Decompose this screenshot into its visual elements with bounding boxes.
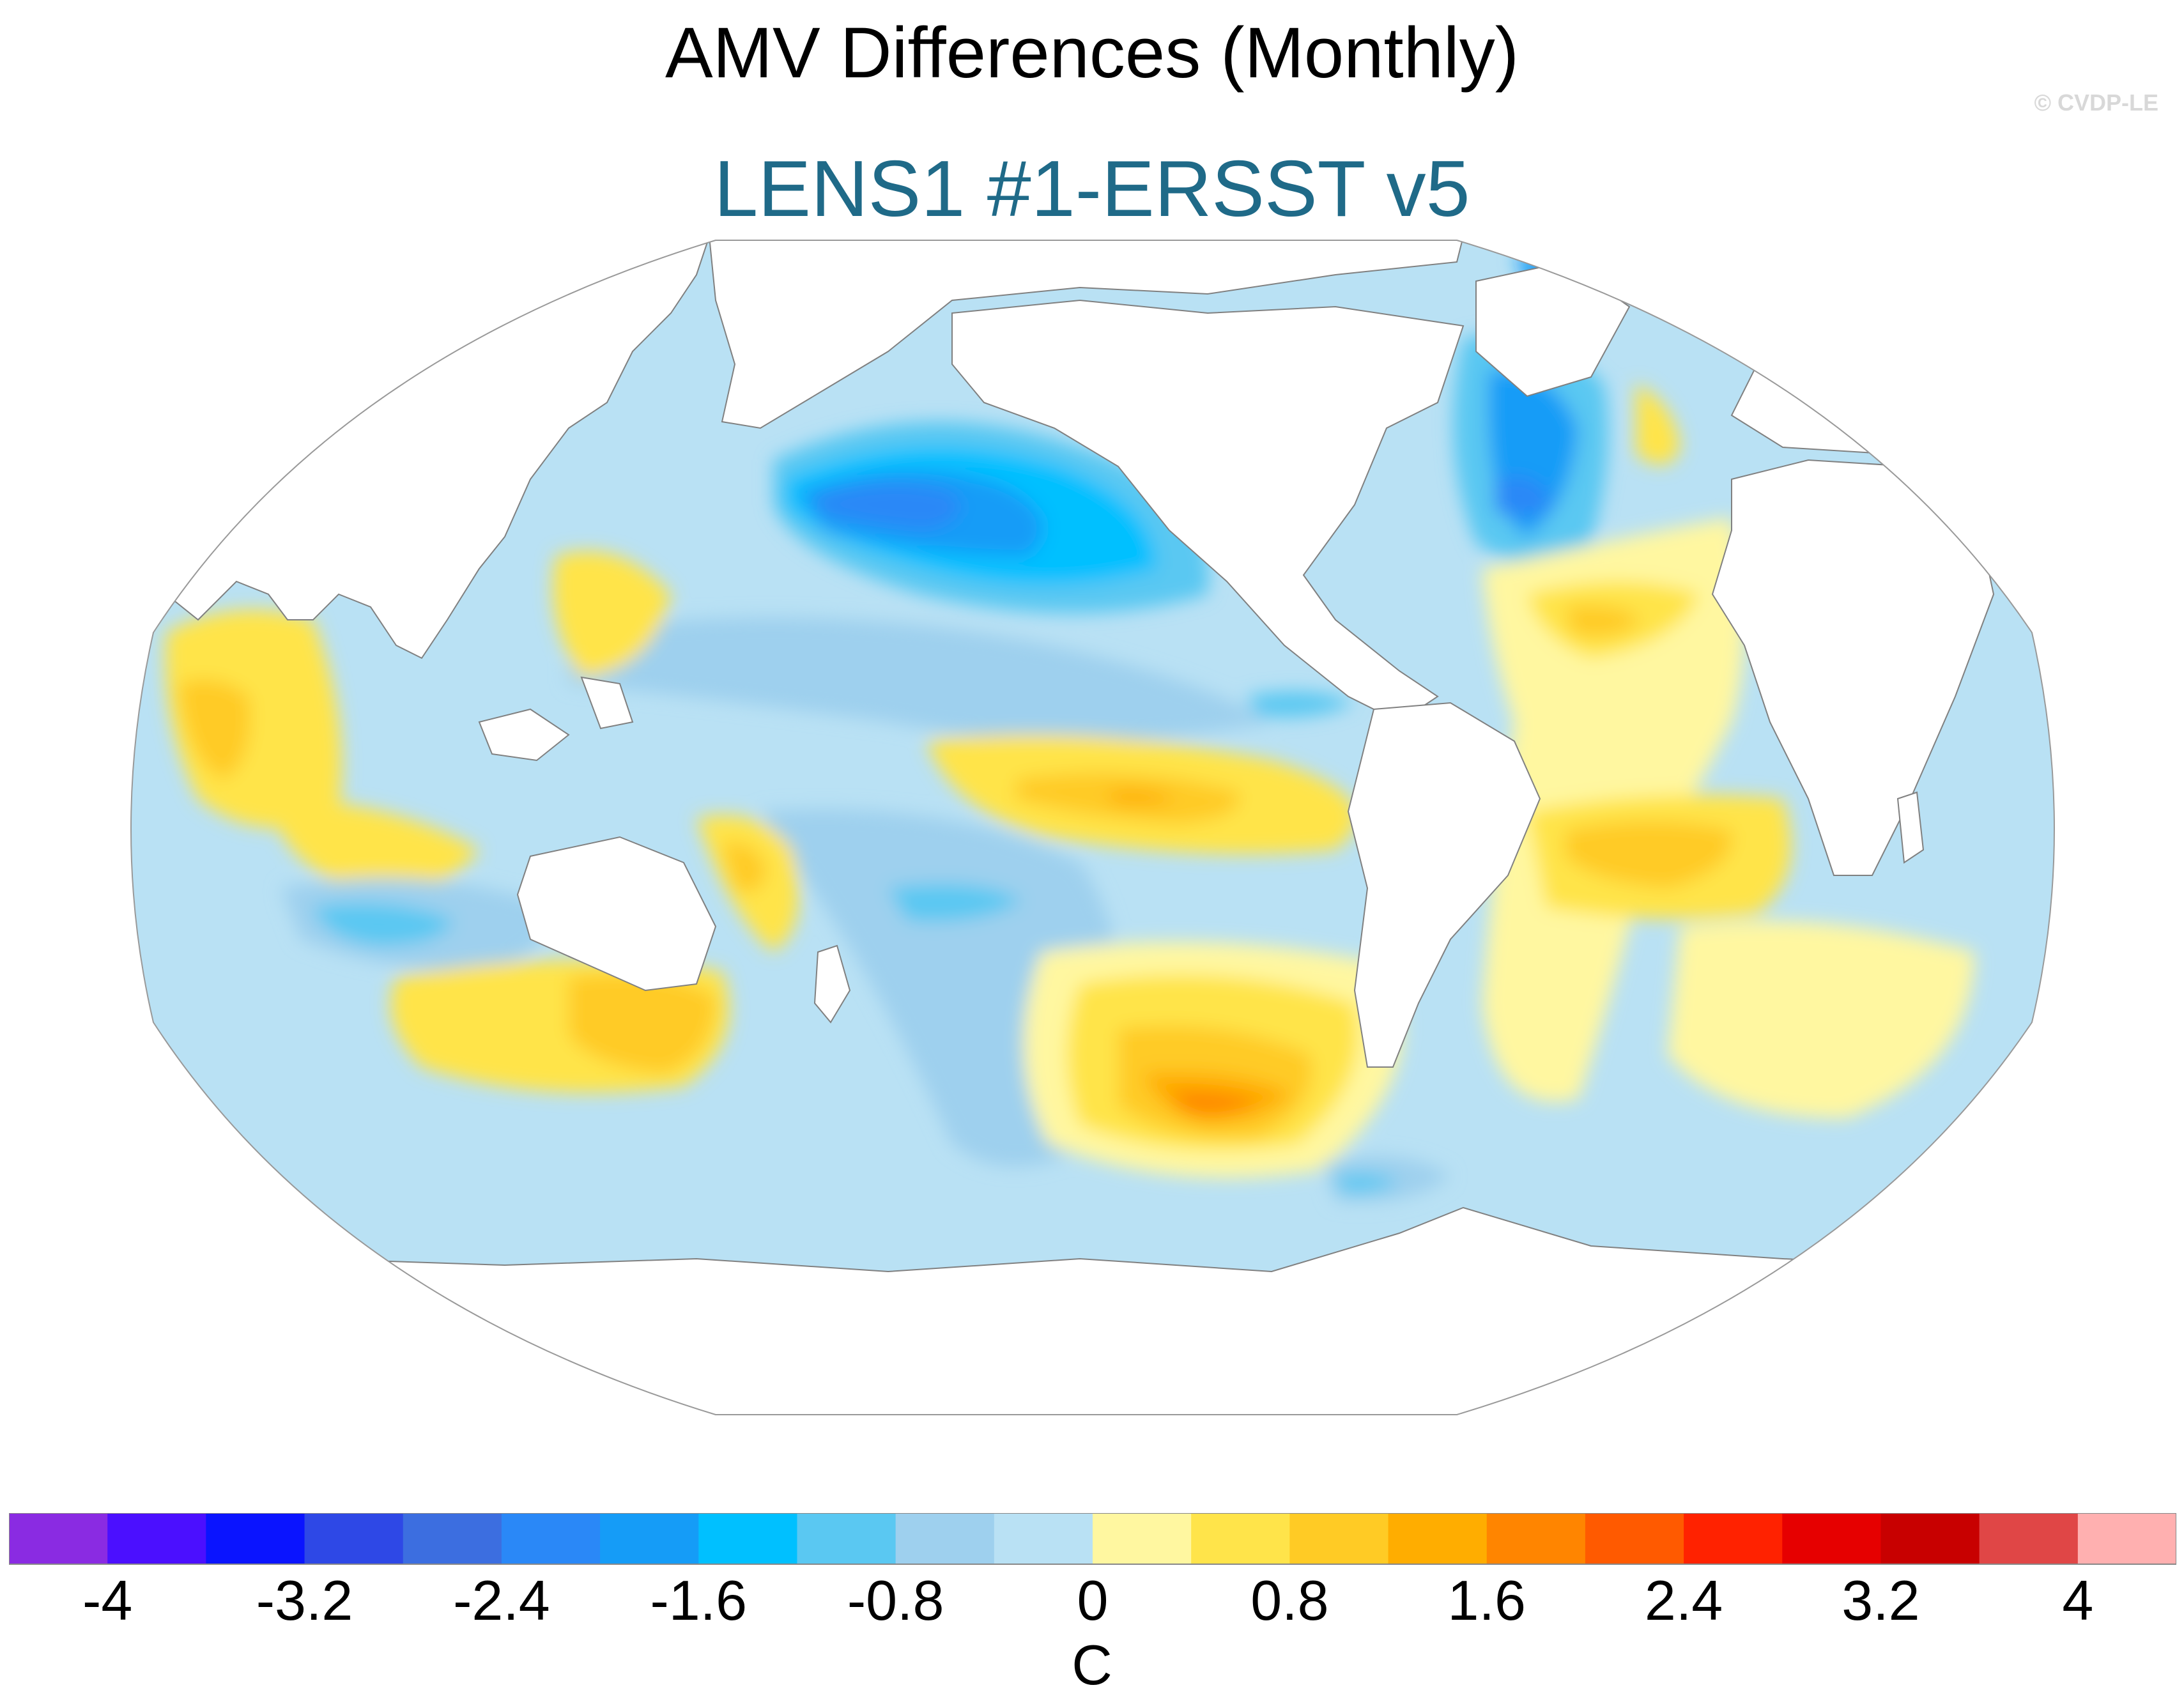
colorbar-swatch bbox=[206, 1513, 305, 1564]
colorbar-frame bbox=[9, 1513, 2176, 1565]
colorbar-unit-label: C bbox=[1072, 1633, 1112, 1696]
colorbar-swatch bbox=[600, 1513, 699, 1564]
indonesia-island bbox=[478, 708, 570, 762]
north-america-landmass bbox=[951, 299, 1465, 723]
colorbar-tick-label: 2.4 bbox=[1645, 1569, 1723, 1628]
colorbar-tick-label: -3.2 bbox=[256, 1569, 353, 1628]
colorbar-swatch bbox=[1585, 1513, 1684, 1564]
colorbar-tick-label: 1.6 bbox=[1448, 1569, 1526, 1628]
australia-landmass bbox=[516, 836, 717, 992]
arctic-landmass bbox=[708, 240, 1465, 429]
colorbar-swatch bbox=[304, 1513, 404, 1564]
colorbar: -4 -3.2 -2.4 -1.6 -0.8 0 0.8 1.6 2.4 3.2 4 bbox=[9, 1513, 2176, 1628]
colorbar-swatch bbox=[698, 1513, 798, 1564]
colorbar-swatch bbox=[9, 1513, 108, 1564]
colorbar-tick-label: -2.4 bbox=[453, 1569, 550, 1628]
land-masses bbox=[131, 240, 2054, 1415]
colorbar-tick-label: 4 bbox=[2062, 1569, 2093, 1628]
colorbar-tick-labels: -4 -3.2 -2.4 -1.6 -0.8 0 0.8 1.6 2.4 3.2 4 bbox=[82, 1569, 2093, 1628]
colorbar-swatch bbox=[2077, 1513, 2176, 1564]
panel-subtitle: LENS1 #1-ERSST v5 bbox=[714, 145, 1470, 233]
colorbar-swatch bbox=[107, 1513, 206, 1564]
colorbar-swatch bbox=[994, 1513, 1093, 1564]
colorbar-tick-label: 3.2 bbox=[1842, 1569, 1919, 1628]
colorbar-swatch bbox=[403, 1513, 502, 1564]
antarctica-landmass bbox=[131, 1206, 2054, 1415]
colorbar-swatch bbox=[1486, 1513, 1586, 1564]
madagascar-landmass bbox=[1896, 791, 1925, 864]
colorbar-tick-label: -1.6 bbox=[650, 1569, 747, 1628]
colorbar-tick-label: -4 bbox=[82, 1569, 132, 1628]
new-zealand-landmass bbox=[813, 944, 851, 1024]
colorbar-swatches bbox=[9, 1513, 2176, 1564]
colorbar-tick-label: -0.8 bbox=[847, 1569, 944, 1628]
globe-outline bbox=[130, 240, 2055, 1415]
colorbar-swatch bbox=[1388, 1513, 1488, 1564]
borneo-island bbox=[580, 676, 634, 730]
colorbar-swatch bbox=[797, 1513, 896, 1564]
colorbar-swatch bbox=[1979, 1513, 2079, 1564]
map-panel bbox=[130, 240, 2055, 1415]
colorbar-swatch bbox=[1289, 1513, 1389, 1564]
colorbar-tick-label: 0 bbox=[1077, 1569, 1109, 1628]
colorbar-swatch bbox=[501, 1513, 601, 1564]
colorbar-swatch bbox=[1782, 1513, 1882, 1564]
colorbar-swatch bbox=[895, 1513, 995, 1564]
sst-anomaly-field bbox=[165, 252, 1974, 1203]
south-america-landmass bbox=[1347, 702, 1541, 1068]
colorbar-swatch bbox=[1191, 1513, 1290, 1564]
colorbar-swatch bbox=[1093, 1513, 1192, 1564]
colorbar-swatch bbox=[1684, 1513, 1783, 1564]
colorbar-tick-label: 0.8 bbox=[1250, 1569, 1328, 1628]
figure-title: AMV Differences (Monthly) bbox=[665, 13, 1519, 93]
colorbar-swatch bbox=[1880, 1513, 1980, 1564]
credit-watermark: © CVDP-LE bbox=[2034, 89, 2158, 116]
